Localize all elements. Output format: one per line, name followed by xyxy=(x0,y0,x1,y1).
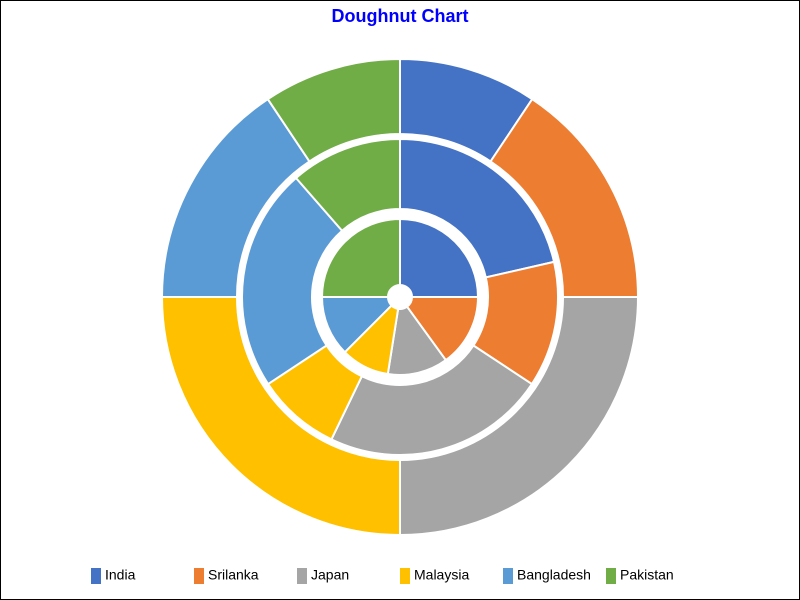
legend-swatch xyxy=(400,568,410,584)
legend-label: Japan xyxy=(311,567,349,583)
legend-label: Pakistan xyxy=(620,567,674,583)
doughnut-slice xyxy=(160,296,401,537)
legend-swatch xyxy=(91,568,101,584)
doughnut-slice xyxy=(399,137,556,279)
doughnut-slice xyxy=(405,296,480,362)
chart-title: Doughnut Chart xyxy=(332,6,469,26)
legend-label: Bangladesh xyxy=(517,567,591,583)
doughnut-slice xyxy=(266,57,401,163)
doughnut-slice xyxy=(330,344,534,456)
legend-swatch xyxy=(606,568,616,584)
doughnut-slice xyxy=(241,176,344,386)
doughnut-slice xyxy=(294,137,401,233)
doughnut-slice xyxy=(386,305,448,376)
legend-label: Srilanka xyxy=(208,567,259,583)
legend-swatch xyxy=(297,568,307,584)
doughnut-slice xyxy=(320,217,401,298)
legend-swatch xyxy=(503,568,513,584)
doughnut-slice xyxy=(399,217,480,298)
doughnut-slice xyxy=(320,296,393,354)
legend-swatch xyxy=(194,568,204,584)
doughnut-slice xyxy=(399,296,640,537)
legend-label: India xyxy=(105,567,136,583)
legend-label: Malaysia xyxy=(414,567,469,583)
